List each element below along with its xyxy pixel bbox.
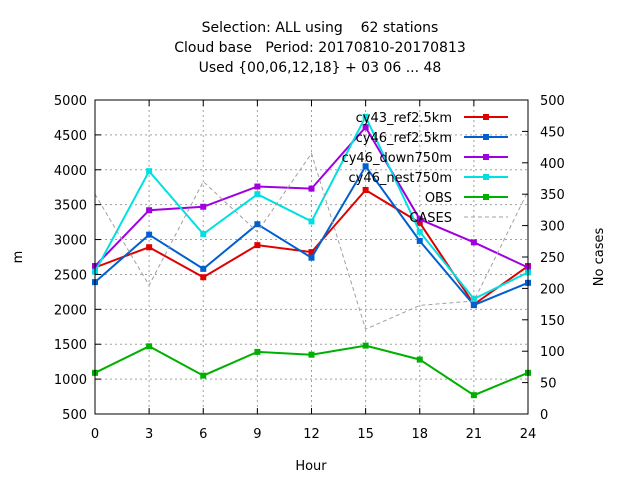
y-tick-label: 1500 [54,338,87,353]
y-tick-label: 500 [62,408,87,423]
y2-tick-label: 150 [540,314,565,329]
x-tick-label: 21 [466,427,483,442]
legend-label-cy46_down750m: cy46_down750m [342,151,452,166]
y2-axis-label: No cases [592,228,607,287]
x-tick-label: 24 [520,427,537,442]
data-point-cy43_ref2.5km [362,187,369,194]
data-point-cy46_ref2.5km [200,265,207,272]
y2-tick-label: 100 [540,345,565,360]
y-tick-label: 3500 [54,199,87,214]
legend-marker-cy46_ref2.5km [483,134,489,140]
data-point-cy46_ref2.5km [308,254,315,261]
y-tick-label: 3000 [54,234,87,249]
y2-tick-label: 350 [540,188,565,203]
chart-title-line-2: Cloud base Period: 20170810-20170813 [174,40,466,56]
data-point-cy43_ref2.5km [254,242,261,249]
chart-title-line-1: Selection: ALL using 62 stations [201,20,439,36]
data-point-OBS [146,343,153,350]
legend-label-cy43_ref2.5km: cy43_ref2.5km [356,111,452,126]
y2-tick-label: 450 [540,125,565,140]
data-point-cy46_ref2.5km [362,163,369,170]
data-point-OBS [200,372,207,379]
data-point-cy46_down750m [470,239,477,246]
y2-tick-label: 0 [540,408,548,423]
data-point-cy46_nest750m [146,168,153,175]
x-axis-label: Hour [295,459,327,474]
legend-label-OBS: OBS [425,191,452,206]
data-point-cy46_nest750m [416,228,423,235]
y-tick-label: 5000 [54,94,87,109]
x-tick-label: 15 [357,427,374,442]
data-point-OBS [470,392,477,399]
x-tick-label: 9 [253,427,261,442]
y2-tick-label: 250 [540,251,565,266]
y2-tick-label: 300 [540,220,565,235]
data-point-cy46_down750m [146,207,153,214]
chart-title-line-3: Used {00,06,12,18} + 03 06 ... 48 [198,60,442,76]
y2-tick-label: 200 [540,282,565,297]
data-point-cy46_down750m [254,183,261,190]
data-point-cy46_ref2.5km [146,231,153,238]
legend-label-cy46_nest750m: cy46_nest750m [349,171,452,186]
data-point-cy46_nest750m [470,295,477,302]
data-point-OBS [416,356,423,363]
data-point-cy43_ref2.5km [200,274,207,281]
y-tick-label: 4000 [54,164,87,179]
data-point-OBS [362,342,369,349]
data-point-cy46_nest750m [200,230,207,237]
legend-marker-OBS [483,194,489,200]
data-point-cy43_ref2.5km [146,244,153,251]
y2-tick-label: 500 [540,94,565,109]
data-point-cy46_ref2.5km [254,221,261,228]
legend-marker-cy46_down750m [483,154,489,160]
grid-lines [95,100,528,414]
data-point-cy46_ref2.5km [416,237,423,244]
y-tick-label: 4500 [54,129,87,144]
x-tick-label: 12 [303,427,320,442]
data-point-cy46_down750m [200,203,207,210]
x-tick-label: 3 [145,427,153,442]
y-tick-label: 2000 [54,303,87,318]
x-tick-label: 0 [91,427,99,442]
series-line-cy43_ref2.5km [94,188,529,306]
data-point-OBS [308,351,315,358]
series-layer [92,113,531,399]
y-tick-label: 1000 [54,373,87,388]
y2-tick-label: 50 [540,377,557,392]
y2-tick-label: 400 [540,157,565,172]
x-tick-label: 6 [199,427,207,442]
y-axis-label: m [11,251,26,264]
data-point-cy46_down750m [416,216,423,223]
series-line-CASES [94,152,529,330]
data-point-cy46_nest750m [308,218,315,225]
data-point-cy46_nest750m [362,113,369,120]
y-tick-label: 2500 [54,268,87,283]
legend: cy43_ref2.5km cy46_ref2.5km cy46_down750mc… [342,111,508,226]
legend-label-CASES: CASES [409,211,452,226]
data-point-cy46_down750m [308,185,315,192]
data-point-OBS [254,348,261,355]
data-point-cy46_ref2.5km [470,302,477,309]
legend-marker-cy46_nest750m [483,174,489,180]
data-point-cy46_down750m [362,124,369,131]
data-point-cy43_ref2.5km [308,249,315,256]
legend-label-cy46_ref2.5km: cy46_ref2.5km [356,131,452,146]
axis-ticks: 5001000150020002500300035004000450050000… [54,94,565,442]
x-tick-label: 18 [411,427,428,442]
data-point-cy46_nest750m [254,191,261,198]
legend-marker-cy43_ref2.5km [483,114,489,120]
data-point-cy43_ref2.5km [416,219,423,226]
